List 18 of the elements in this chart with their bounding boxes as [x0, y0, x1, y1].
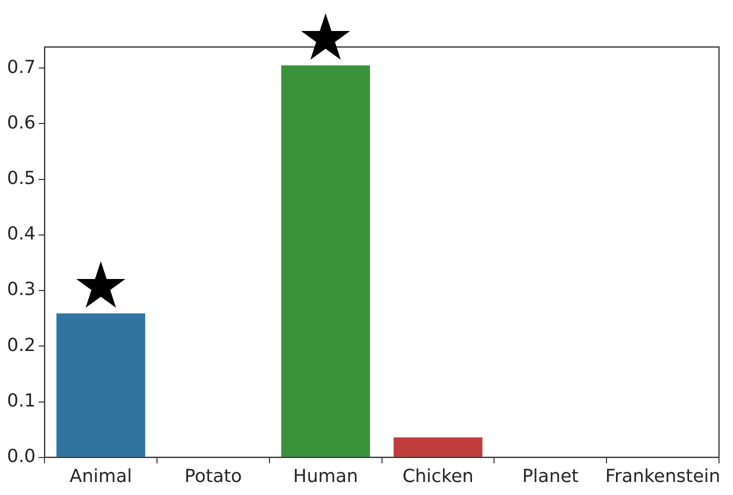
y-tick-label: 0.5 — [6, 168, 36, 190]
x-tick-label: Potato — [184, 466, 242, 487]
x-tick-label: Planet — [522, 466, 579, 487]
annotation: ★ — [72, 249, 130, 324]
bar — [281, 65, 370, 457]
bar — [394, 437, 482, 457]
y-tick-label: 0.3 — [6, 279, 36, 300]
x-tick-label: Frankenstein — [605, 466, 720, 487]
y-tick-label: 0.7 — [6, 56, 36, 78]
bar — [56, 313, 146, 457]
y-tick-label: 0.4 — [6, 224, 36, 245]
y-tick-label: 0.6 — [6, 112, 36, 134]
x-tick-label: Human — [293, 466, 358, 487]
x-tick-label: Animal — [70, 466, 132, 487]
y-tick-label: 0.2 — [6, 334, 36, 356]
y-tick-label: 0.1 — [6, 390, 36, 412]
y-tick-label: 0.0 — [6, 446, 36, 468]
x-tick-label: Chicken — [402, 466, 474, 487]
